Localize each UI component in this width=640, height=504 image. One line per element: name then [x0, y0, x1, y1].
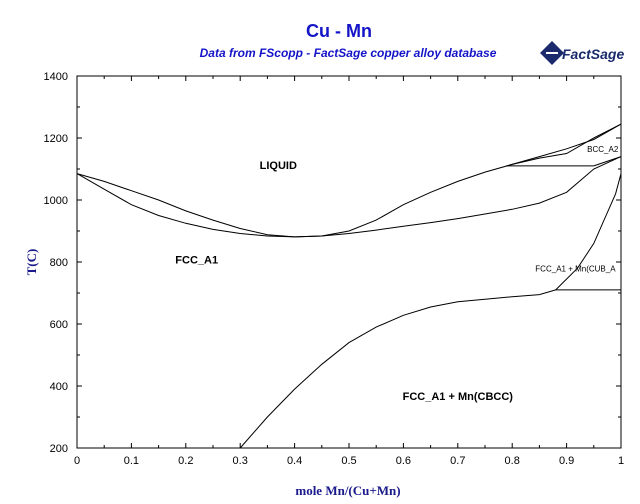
x-tick-label: 0.7 [450, 455, 465, 467]
phase-boundary-line [76, 123, 622, 238]
x-tick-label: 1 [618, 455, 624, 467]
phase-boundary-line [506, 123, 622, 167]
x-tick-label: 0.1 [124, 455, 139, 467]
phase-region-label: FCC_A1 + Mn(CBCC) [403, 391, 514, 403]
y-tick-label: 1000 [44, 195, 68, 207]
y-tick-label: 1400 [44, 71, 68, 83]
x-tick-label: 0.4 [287, 455, 302, 467]
x-tick-label: 0 [74, 455, 80, 467]
phase-boundary-line [239, 289, 556, 449]
factsage-logo: FactSage [540, 41, 624, 65]
phase-boundary-line [593, 156, 622, 167]
y-axis-label: T(C) [24, 249, 39, 276]
phase-region-label: LIQUID [260, 160, 297, 172]
y-tick-label: 600 [50, 319, 68, 331]
logo-stripe [546, 52, 558, 54]
phase-boundaries [76, 123, 622, 449]
phase-region-label: BCC_A2 [587, 145, 619, 154]
y-tick-label: 800 [50, 257, 68, 269]
y-tick-label: 400 [50, 381, 68, 393]
chart-title: Cu - Mn [306, 21, 372, 41]
plot-area: 0 0.1 0.2 0.3 0.4 0.5 0.6 0.7 0.8 0.9 1 200 400 600 8… [44, 71, 625, 467]
y-tick-label: 1200 [44, 133, 68, 145]
logo-text: FactSage [562, 46, 624, 62]
phase-boundary-line [76, 156, 622, 238]
x-tick-label: 0.2 [178, 455, 193, 467]
y-axis: 200 400 600 800 1000 1200 1400 [44, 71, 621, 455]
plot-frame [76, 75, 622, 449]
x-axis-label: mole Mn/(Cu+Mn) [295, 483, 400, 498]
chart-subtitle: Data from FScopp - FactSage copper alloy… [200, 46, 497, 60]
phase-region-label: FCC_A1 [175, 255, 218, 267]
phase-region-labels: LIQUID FCC_A1 FCC_A1 + Mn(CBCC) FCC_A1 + Mn… [175, 145, 619, 403]
x-tick-label: 0.5 [341, 455, 356, 467]
y-tick-label: 200 [50, 443, 68, 455]
phase-boundary-line [555, 173, 622, 291]
x-tick-label: 0.6 [396, 455, 411, 467]
phase-region-label: FCC_A1 + Mn(CUB_A [535, 264, 616, 273]
x-tick-label: 0.3 [233, 455, 248, 467]
x-tick-label: 0.9 [559, 455, 574, 467]
x-tick-label: 0.8 [505, 455, 520, 467]
x-axis: 0 0.1 0.2 0.3 0.4 0.5 0.6 0.7 0.8 0.9 1 [74, 76, 624, 467]
